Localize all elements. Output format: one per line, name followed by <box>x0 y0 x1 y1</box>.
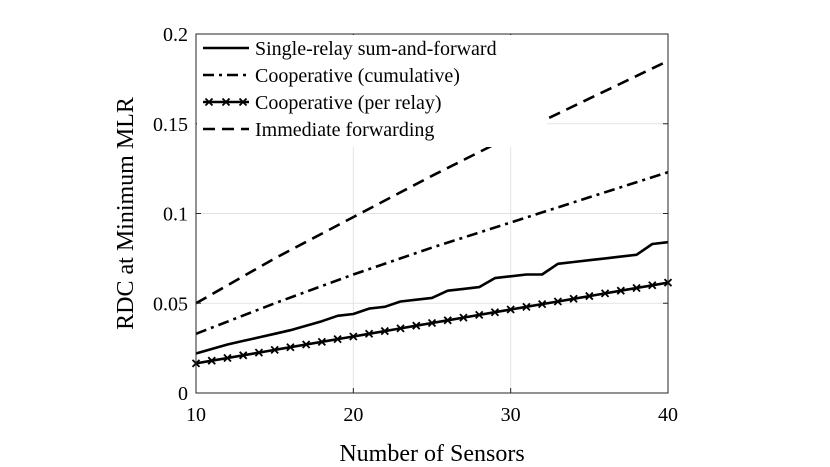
y-tick-label: 0.2 <box>163 24 188 46</box>
data-point-marker <box>380 326 389 336</box>
data-point-marker <box>522 302 531 311</box>
data-point-marker <box>349 332 358 341</box>
y-tick-label: 0.05 <box>153 293 188 315</box>
data-point-marker <box>553 297 563 306</box>
data-point-marker <box>207 356 216 365</box>
legend-entry-3: Immediate forwarding <box>255 119 434 141</box>
legend-entry-1: Cooperative (cumulative) <box>255 65 460 87</box>
data-point-marker <box>396 324 405 333</box>
y-tick-label: 0 <box>178 383 188 405</box>
data-point-marker <box>506 305 515 314</box>
data-point-marker <box>585 291 594 301</box>
legend-entry-0: Single-relay sum-and-forward <box>255 38 497 60</box>
data-point-marker <box>648 281 657 290</box>
data-point-marker <box>364 329 374 338</box>
tick-labels: 10 20 30 40 0 0.05 0.1 0.15 0.2 <box>153 24 678 426</box>
axes <box>195 33 669 394</box>
data-point-marker <box>632 283 641 293</box>
data-point-marker <box>537 300 547 309</box>
data-point-marker <box>600 289 610 298</box>
data-point-marker <box>333 335 342 344</box>
data-point-marker <box>443 316 452 325</box>
series-group <box>191 59 673 368</box>
legend-background <box>197 35 547 147</box>
data-point-marker <box>616 286 625 295</box>
data-point-marker <box>317 337 327 346</box>
data-point-marker <box>223 353 232 363</box>
x-tick-label: 20 <box>343 404 363 426</box>
y-tick-label: 0.1 <box>163 204 188 226</box>
data-point-marker <box>254 348 264 357</box>
series-line-3 <box>195 59 669 305</box>
data-point-marker <box>490 308 500 317</box>
series-line-1 <box>195 170 669 336</box>
y-axis-label: RDC at Minimum MLR <box>113 97 139 330</box>
data-point-marker <box>412 321 421 330</box>
legend: Single-relay sum-and-forward Cooperative … <box>197 35 547 147</box>
x-tick-label: 40 <box>658 404 678 426</box>
legend-marker <box>221 97 231 107</box>
data-point-marker <box>459 313 468 322</box>
x-axis-label: Number of Sensors <box>339 441 524 467</box>
legend-marker <box>204 97 214 107</box>
x-tick-label: 30 <box>501 404 521 426</box>
data-point-marker <box>239 351 248 360</box>
y-tick-label: 0.15 <box>153 114 188 136</box>
legend-marker <box>238 97 248 107</box>
data-point-marker <box>475 310 484 320</box>
data-point-marker <box>569 294 578 303</box>
legend-entry-2: Cooperative (per relay) <box>255 92 442 114</box>
x-tick-label: 10 <box>186 404 206 426</box>
data-point-marker <box>301 340 311 349</box>
data-point-marker <box>270 345 279 355</box>
series-line-0 <box>195 240 669 355</box>
data-point-marker <box>286 343 295 352</box>
data-point-marker <box>427 318 437 328</box>
